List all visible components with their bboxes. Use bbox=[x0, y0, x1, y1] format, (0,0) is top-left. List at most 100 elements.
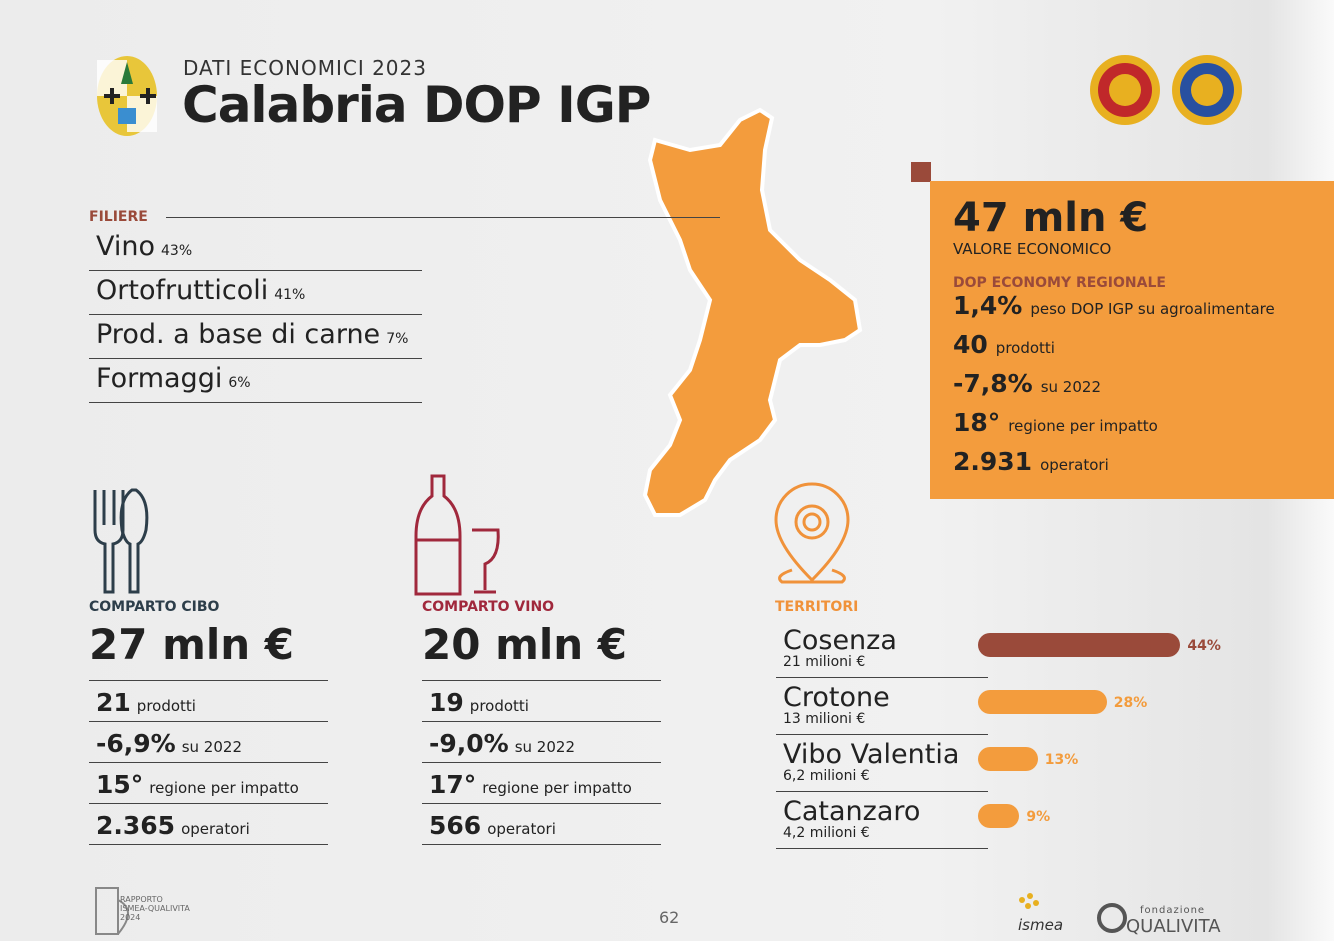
summary-value: 47 mln € bbox=[953, 195, 1149, 241]
row: Ortofrutticoli 41% bbox=[96, 277, 305, 304]
row: 40 prodotti bbox=[953, 332, 1055, 357]
filiera-share: 43% bbox=[161, 243, 193, 259]
stat-value: 1,4% bbox=[953, 291, 1023, 320]
row: -9,0% su 2022 bbox=[429, 731, 575, 756]
filiera-share: 41% bbox=[274, 287, 306, 303]
filiera-share: 7% bbox=[386, 331, 409, 347]
row: 2.365 operatori bbox=[96, 813, 250, 838]
pin-icon bbox=[774, 482, 850, 584]
territory-name: Cosenza bbox=[783, 625, 897, 656]
section-heading: COMPARTO VINO bbox=[422, 599, 555, 615]
stat-text: operatori bbox=[1040, 456, 1109, 474]
stat-text: regione per impatto bbox=[1008, 417, 1158, 435]
summary-heading: DOP ECONOMY REGIONALE bbox=[953, 275, 1166, 291]
bar bbox=[978, 804, 1020, 828]
stat-value: -6,9% bbox=[96, 729, 176, 758]
qualivita-top: fondazione bbox=[1140, 905, 1206, 916]
rule bbox=[776, 791, 988, 792]
accent-square bbox=[911, 162, 931, 182]
rule bbox=[89, 721, 328, 722]
stat-text: su 2022 bbox=[514, 738, 575, 756]
bar bbox=[978, 747, 1038, 771]
row: Formaggi 6% bbox=[96, 365, 251, 392]
stat-value: 2.931 bbox=[953, 447, 1033, 476]
row: 18° regione per impatto bbox=[953, 410, 1158, 435]
rule bbox=[89, 844, 328, 845]
rule bbox=[89, 270, 422, 271]
stat-value: 566 bbox=[429, 811, 482, 840]
summary-label: VALORE ECONOMICO bbox=[953, 240, 1112, 258]
stat-value: 17° bbox=[429, 770, 477, 799]
territory-amount: 6,2 milioni € bbox=[783, 768, 870, 784]
stat-text: regione per impatto bbox=[149, 779, 299, 797]
section-heading: TERRITORI bbox=[775, 599, 859, 615]
report-text: ISMEA-QUALIVITA bbox=[120, 904, 190, 913]
ismea-name: ismea bbox=[1018, 916, 1064, 934]
row: 1,4% peso DOP IGP su agroalimentare bbox=[953, 293, 1275, 318]
wine-icon bbox=[414, 474, 500, 596]
rule bbox=[166, 217, 720, 218]
stat-value: 19 bbox=[429, 688, 464, 717]
rule bbox=[422, 721, 661, 722]
row: 566 operatori bbox=[429, 813, 556, 838]
filiera-name: Vino bbox=[96, 231, 156, 262]
qualivita-logo bbox=[1097, 903, 1127, 933]
stat-value: 21 bbox=[96, 688, 131, 717]
region-map bbox=[642, 107, 863, 517]
stat-value: -9,0% bbox=[429, 729, 509, 758]
qualivita-name: QUALIVITA bbox=[1126, 916, 1221, 937]
rule bbox=[422, 803, 661, 804]
report-text: 2024 bbox=[120, 913, 141, 922]
row: 17° regione per impatto bbox=[429, 772, 632, 797]
cutlery-icon bbox=[93, 488, 149, 594]
rule bbox=[422, 844, 661, 845]
sector-value: 27 mln € bbox=[89, 620, 294, 669]
row: -6,9% su 2022 bbox=[96, 731, 242, 756]
rule bbox=[422, 680, 661, 681]
rule bbox=[776, 848, 988, 849]
rule bbox=[422, 762, 661, 763]
stat-value: 40 bbox=[953, 330, 988, 359]
section-heading: FILIERE bbox=[89, 209, 148, 225]
summary-box bbox=[930, 181, 1334, 499]
territory-name: Crotone bbox=[783, 682, 890, 713]
stat-value: 18° bbox=[953, 408, 1001, 437]
row: 19 prodotti bbox=[429, 690, 529, 715]
rule bbox=[89, 762, 328, 763]
row: 21 prodotti bbox=[96, 690, 196, 715]
bar bbox=[978, 690, 1107, 714]
dop-seal bbox=[1090, 55, 1160, 125]
rule bbox=[89, 402, 422, 403]
section-heading: COMPARTO CIBO bbox=[89, 599, 220, 615]
row: -7,8% su 2022 bbox=[953, 371, 1101, 396]
filiera-share: 6% bbox=[228, 375, 251, 391]
row: Vino 43% bbox=[96, 233, 192, 260]
stat-text: prodotti bbox=[469, 697, 529, 715]
stat-text: peso DOP IGP su agroalimentare bbox=[1030, 300, 1275, 318]
sector-value: 20 mln € bbox=[422, 620, 627, 669]
filiera-name: Prod. a base di carne bbox=[96, 319, 381, 350]
row: Prod. a base di carne 7% bbox=[96, 321, 408, 348]
territory-amount: 4,2 milioni € bbox=[783, 825, 870, 841]
stat-text: operatori bbox=[487, 820, 556, 838]
stat-text: operatori bbox=[181, 820, 250, 838]
coat-of-arms bbox=[97, 56, 157, 136]
rule bbox=[776, 677, 988, 678]
territory-name: Catanzaro bbox=[783, 796, 921, 827]
title: Calabria DOP IGP bbox=[182, 76, 651, 134]
subtitle: DATI ECONOMICI 2023 bbox=[183, 56, 427, 80]
territory-name: Vibo Valentia bbox=[783, 739, 960, 770]
bar-label: 13% bbox=[1044, 752, 1079, 768]
stat-text: prodotti bbox=[995, 339, 1055, 357]
rule bbox=[776, 734, 988, 735]
bar-label: 9% bbox=[1026, 809, 1051, 825]
rule bbox=[89, 680, 328, 681]
stat-value: 2.365 bbox=[96, 811, 176, 840]
ismea-logo bbox=[1019, 893, 1039, 909]
stat-value: 15° bbox=[96, 770, 144, 799]
bar-label: 28% bbox=[1113, 695, 1148, 711]
bar-label: 44% bbox=[1187, 638, 1221, 654]
stat-text: regione per impatto bbox=[482, 779, 632, 797]
